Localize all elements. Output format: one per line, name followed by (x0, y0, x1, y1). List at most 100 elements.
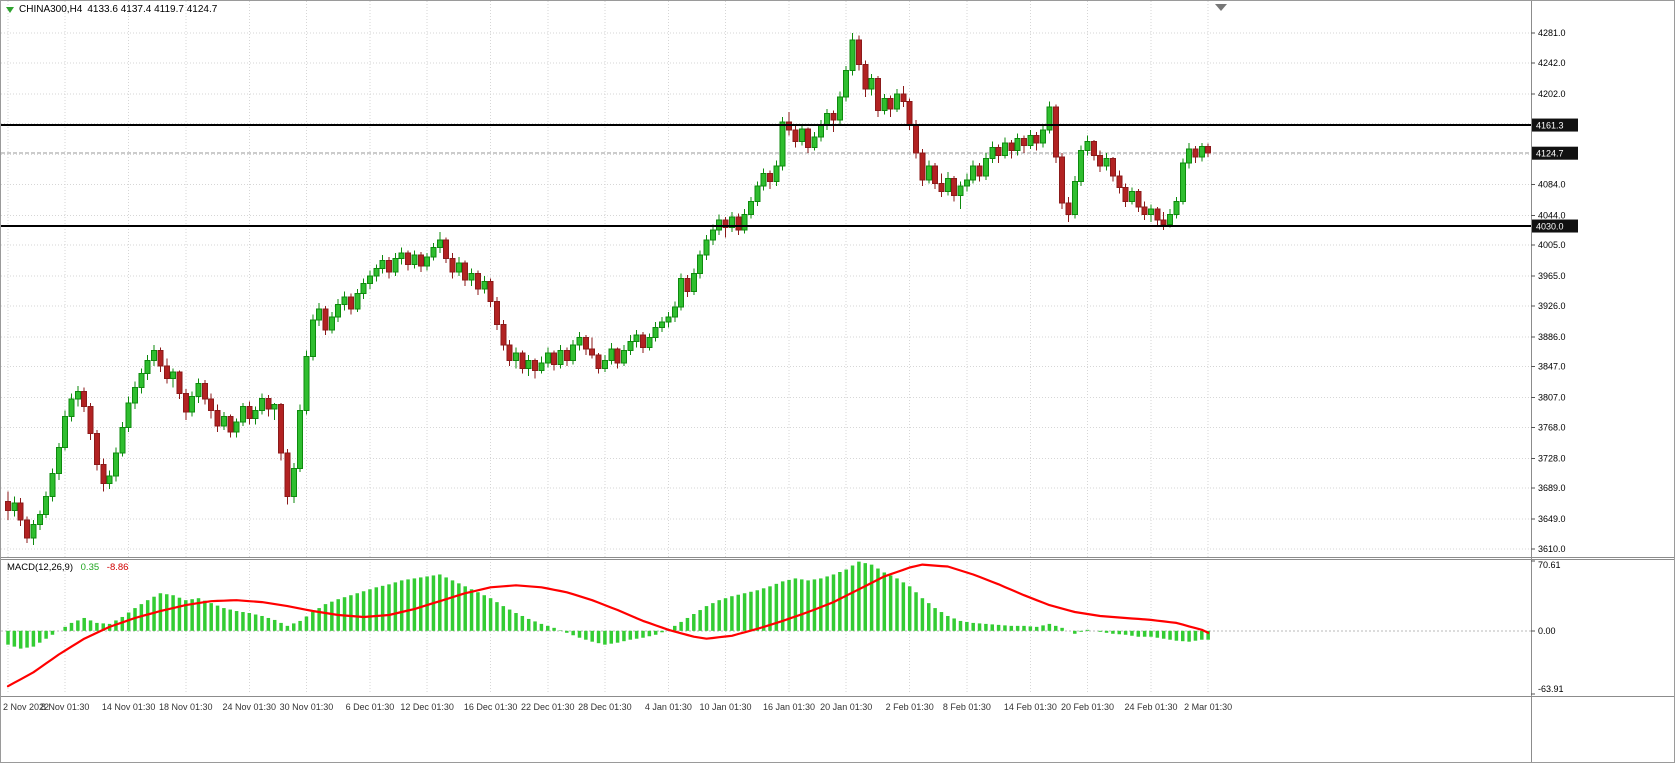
time-axis[interactable] (1, 697, 1531, 722)
candle-body (322, 308, 329, 331)
candle-body (874, 77, 881, 112)
candle-body (328, 316, 335, 331)
candle-body (798, 128, 805, 142)
price-axis-label: 4005.0 (1538, 240, 1566, 250)
macd-signal-value: -8.86 (106, 562, 129, 573)
time-axis-label: 4 Jan 01:30 (645, 702, 692, 712)
candle-body (1027, 134, 1034, 146)
macd-indicator (1, 561, 1531, 688)
candle-body (5, 500, 11, 512)
candle-body (1078, 150, 1085, 182)
time-axis-label: 6 Dec 01:30 (346, 702, 395, 712)
candle-body (366, 275, 373, 285)
candle-body (690, 273, 697, 292)
candle-body (665, 316, 672, 323)
candle-body (157, 350, 164, 367)
time-axis-label: 18 Nov 01:30 (159, 702, 213, 712)
candle-body (659, 321, 666, 329)
candle-body (640, 334, 646, 349)
candle-body (944, 177, 951, 192)
candle-body (525, 360, 532, 369)
candle-body (830, 113, 837, 121)
price-axis-label: 3926.0 (1538, 301, 1566, 311)
candle-body (684, 277, 691, 292)
candle-body (246, 406, 253, 419)
candle-body (779, 121, 786, 167)
candle-body (455, 262, 462, 273)
macd-histogram (6, 561, 1210, 649)
candle-body (125, 402, 132, 428)
candle-body (151, 350, 158, 362)
candle-body (481, 280, 488, 290)
candle-body (1103, 157, 1110, 167)
candle-body (43, 496, 50, 515)
candle-body (68, 398, 75, 418)
candle-body (309, 319, 316, 358)
candle-body (1014, 137, 1021, 152)
candle-body (938, 183, 945, 192)
time-axis-label: 8 Nov 01:30 (41, 702, 90, 712)
macd-main-value: 0.35 (80, 562, 100, 573)
candle-body (265, 397, 272, 410)
candle-body (754, 185, 761, 202)
price-axis[interactable] (1532, 1, 1675, 696)
time-axis-label: 14 Nov 01:30 (102, 702, 156, 712)
candle-body (1192, 148, 1199, 158)
candle-body (982, 157, 989, 177)
candle-body (189, 396, 196, 413)
time-axis-label: 2 Mar 01:30 (1184, 702, 1232, 712)
candle-body (1052, 106, 1059, 158)
candle-body (506, 344, 513, 362)
candle-body (138, 373, 145, 389)
candle-body (144, 360, 151, 375)
candle-body (354, 293, 361, 310)
candle-body (989, 147, 996, 159)
hline-price-box-2-bg (1532, 219, 1578, 233)
candle-body (595, 354, 602, 369)
chart-shift-marker[interactable] (1215, 4, 1227, 11)
candle-body (970, 165, 977, 181)
candle-body (608, 348, 615, 362)
candle-body (652, 327, 659, 339)
one-click-trading-expand-icon[interactable] (6, 6, 14, 13)
candle-body (1021, 137, 1027, 146)
bid-price-box-bg (1532, 146, 1578, 160)
candle-body (474, 273, 481, 290)
macd-signal-line (6, 563, 1210, 688)
candle-body (1205, 145, 1212, 154)
candle-body (227, 416, 234, 433)
candle-body (995, 147, 1002, 156)
candle-body (722, 219, 729, 229)
time-axis-label: 8 Feb 01:30 (943, 702, 991, 712)
candle-body (1059, 156, 1066, 204)
candle-body (417, 254, 424, 267)
macd-panel[interactable] (1, 560, 1531, 696)
candle-body (957, 185, 964, 196)
price-axis-label: 3965.0 (1538, 271, 1566, 281)
macd-scale-labels: 70.61 0.00 -63.91 (1531, 560, 1564, 695)
time-axis-label: 14 Feb 01:30 (1004, 702, 1057, 712)
candle-body (462, 262, 469, 281)
time-axis-label: 16 Jan 01:30 (763, 702, 815, 712)
ohlc-values: 4133.6 4137.4 4119.7 4124.7 (87, 4, 218, 15)
candle-body (925, 165, 932, 181)
candle-body (132, 387, 138, 404)
candle-body (887, 97, 894, 110)
candle-body (1135, 190, 1142, 208)
candle-body (449, 257, 456, 273)
candle-body (576, 337, 583, 346)
time-axis-label: 30 Nov 01:30 (280, 702, 334, 712)
candle-body (297, 410, 304, 469)
chart-plot-area[interactable] (1, 1, 1531, 557)
candle-body (411, 254, 418, 265)
candle-body (1033, 134, 1040, 144)
candle-body (112, 452, 119, 477)
time-axis-labels: 2 Nov 20228 Nov 01:30 14 Nov 01:3018 Nov … (3, 702, 1232, 712)
candle-body (278, 403, 285, 454)
candle-body (620, 350, 627, 364)
price-axis-label: 3610.0 (1538, 544, 1566, 554)
candle-body (239, 406, 246, 423)
candle-body (1116, 175, 1123, 189)
